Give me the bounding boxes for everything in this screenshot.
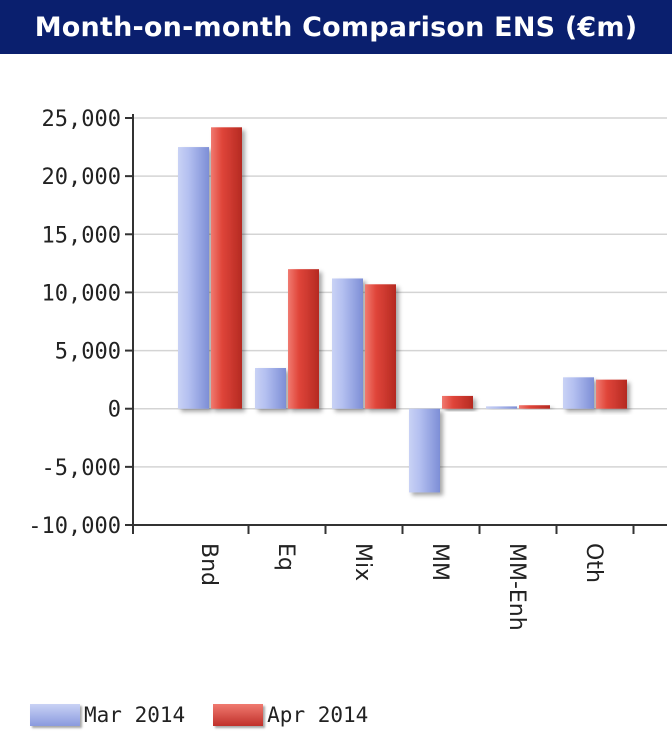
- legend-swatch-mar-2014: [30, 704, 80, 726]
- legend-item-apr-2014: Apr 2014: [213, 703, 368, 727]
- bar-mix-apr-2014: [365, 284, 396, 409]
- bar-mix-mar-2014: [332, 278, 363, 409]
- chart-title: Month-on-month Comparison ENS (€m): [0, 0, 672, 54]
- legend-label-apr-2014: Apr 2014: [267, 703, 369, 727]
- y-tick-label: 10,000: [42, 281, 121, 306]
- bar-bnd-mar-2014: [178, 147, 209, 409]
- x-tick-label: MM-Enh: [504, 543, 529, 631]
- y-tick-label: -5,000: [42, 456, 121, 481]
- bar-chart: 25,000 20,000 15,000 10,000 5,000 0 -5,000 -10,…: [28, 107, 667, 631]
- bar-oth-apr-2014: [596, 379, 627, 409]
- y-tick-label: 5,000: [55, 340, 121, 365]
- legend-item-mar-2014: Mar 2014: [30, 703, 185, 727]
- bar-mm-mar-2014: [409, 408, 440, 493]
- legend-label-mar-2014: Mar 2014: [84, 703, 186, 727]
- legend-swatch-apr-2014: [213, 704, 264, 726]
- bar-mm-apr-2014: [442, 395, 473, 409]
- bar-mm-enh-mar-2014: [486, 406, 517, 409]
- x-tick-label: MM: [427, 543, 452, 581]
- bar-bnd-apr-2014: [211, 127, 242, 409]
- x-tick-label: Bnd: [196, 543, 221, 586]
- x-tick-label: Oth: [581, 543, 606, 583]
- legend: Mar 2014 Apr 2014: [30, 700, 396, 730]
- bar-eq-mar-2014: [255, 368, 286, 409]
- bar-eq-apr-2014: [288, 269, 319, 409]
- y-tick-label: 15,000: [42, 223, 121, 248]
- y-tick-label: 25,000: [42, 107, 121, 132]
- y-tick-label: 0: [108, 398, 121, 423]
- bar-oth-mar-2014: [563, 377, 594, 409]
- x-tick-label: Eq: [273, 543, 298, 571]
- y-tick-label: 20,000: [42, 165, 121, 190]
- y-tick-label: -10,000: [28, 514, 121, 539]
- bar-mm-enh-apr-2014: [519, 405, 550, 409]
- x-tick-label: Mix: [350, 543, 375, 581]
